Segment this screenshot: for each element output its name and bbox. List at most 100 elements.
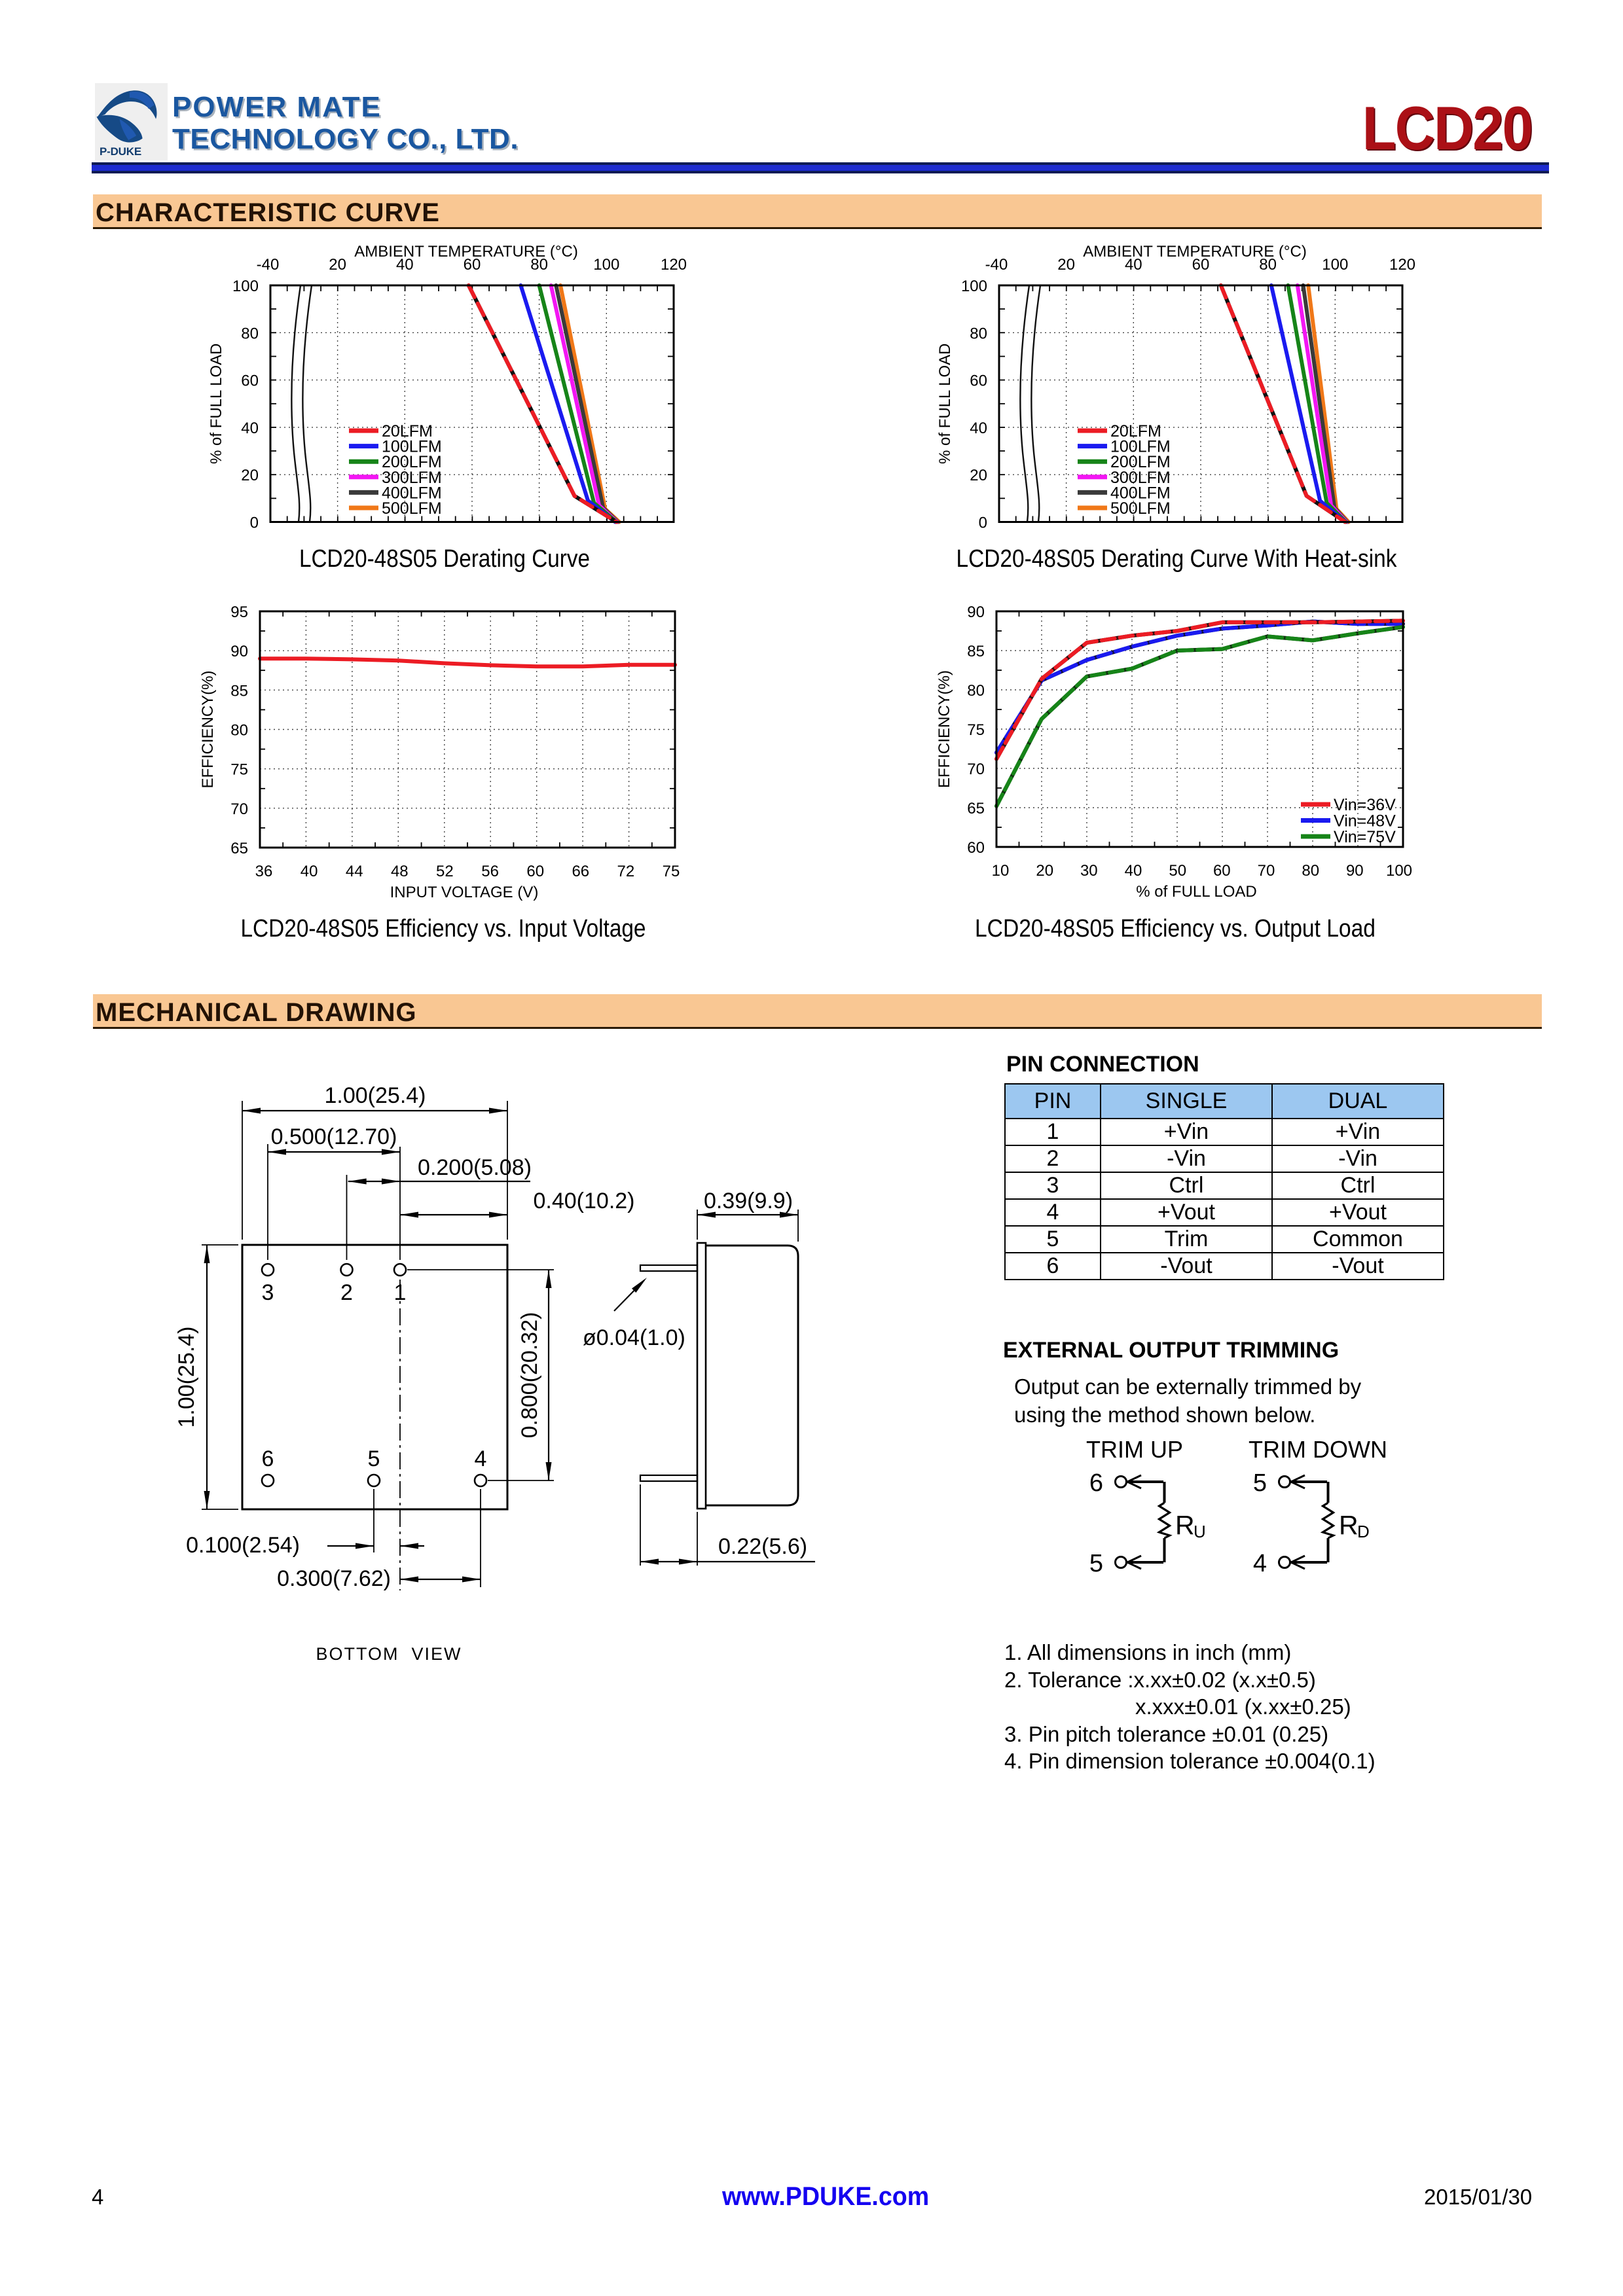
svg-text:66: 66 [572, 863, 589, 880]
svg-text:U: U [1194, 1522, 1206, 1541]
svg-text:80: 80 [241, 325, 259, 342]
svg-text:LCD20-48S05 Efficiency vs. Out: LCD20-48S05 Efficiency vs. Output Load [975, 915, 1376, 942]
svg-text:100: 100 [1386, 862, 1412, 880]
svg-text:500LFM: 500LFM [1110, 499, 1171, 518]
svg-text:80: 80 [970, 325, 987, 342]
svg-text:100LFM: 100LFM [1110, 438, 1171, 456]
svg-text:0.500(12.70): 0.500(12.70) [271, 1124, 397, 1149]
svg-text:75: 75 [230, 761, 248, 779]
svg-text:0.300(7.62): 0.300(7.62) [277, 1566, 391, 1591]
svg-text:100: 100 [232, 278, 259, 295]
svg-text:40: 40 [396, 256, 414, 274]
svg-text:2: 2 [340, 1280, 353, 1305]
svg-text:95: 95 [230, 603, 248, 621]
svg-text:80: 80 [1259, 256, 1277, 274]
svg-text:60: 60 [241, 372, 259, 390]
svg-text:52: 52 [436, 863, 454, 880]
svg-text:20: 20 [329, 256, 346, 274]
svg-text:90: 90 [967, 603, 985, 621]
svg-text:% of FULL LOAD: % of FULL LOAD [936, 343, 954, 464]
svg-text:80: 80 [230, 722, 248, 740]
svg-text:10: 10 [992, 862, 1010, 880]
svg-text:TRIM UP: TRIM UP [1086, 1436, 1183, 1463]
svg-text:120: 120 [661, 256, 687, 274]
svg-text:5: 5 [368, 1446, 380, 1471]
svg-text:4: 4 [475, 1446, 487, 1471]
svg-text:Vin=36V: Vin=36V [1334, 796, 1396, 814]
svg-text:40: 40 [1125, 862, 1142, 880]
svg-text:0.800(20.32): 0.800(20.32) [517, 1312, 542, 1439]
svg-text:60: 60 [1213, 862, 1231, 880]
svg-text:30: 30 [1080, 862, 1098, 880]
svg-text:Vin=75V: Vin=75V [1334, 828, 1396, 846]
svg-text:AMBIENT TEMPERATURE (°C): AMBIENT TEMPERATURE (°C) [1083, 243, 1307, 260]
svg-text:50: 50 [1169, 862, 1186, 880]
svg-text:20LFM: 20LFM [382, 422, 433, 440]
svg-text:100: 100 [1322, 256, 1348, 274]
svg-text:44: 44 [346, 863, 363, 880]
svg-text:6: 6 [1089, 1469, 1103, 1497]
svg-text:4: 4 [1253, 1550, 1267, 1577]
svg-text:80: 80 [530, 256, 548, 274]
svg-text:40: 40 [970, 420, 987, 437]
svg-text:R: R [1175, 1510, 1195, 1540]
svg-text:EFFICIENCY(%): EFFICIENCY(%) [199, 671, 217, 789]
svg-text:100: 100 [961, 278, 987, 295]
svg-text:65: 65 [967, 800, 985, 817]
svg-text:0.200(5.08): 0.200(5.08) [418, 1155, 532, 1180]
svg-text:56: 56 [481, 863, 499, 880]
svg-text:% of FULL LOAD: % of FULL LOAD [208, 343, 225, 464]
svg-text:Vin=48V: Vin=48V [1334, 812, 1396, 831]
svg-text:20: 20 [1057, 256, 1075, 274]
svg-text:60: 60 [1192, 256, 1210, 274]
svg-text:100LFM: 100LFM [382, 438, 442, 456]
svg-text:85: 85 [967, 643, 985, 660]
svg-text:120: 120 [1389, 256, 1415, 274]
svg-text:60: 60 [967, 839, 985, 857]
svg-text:90: 90 [1346, 862, 1364, 880]
svg-text:200LFM: 200LFM [382, 453, 442, 471]
svg-text:85: 85 [230, 682, 248, 700]
svg-text:INPUT VOLTAGE (V): INPUT VOLTAGE (V) [390, 884, 539, 901]
svg-text:0.39(9.9): 0.39(9.9) [704, 1189, 793, 1213]
svg-text:70: 70 [967, 761, 985, 778]
svg-text:AMBIENT TEMPERATURE (°C): AMBIENT TEMPERATURE (°C) [354, 243, 578, 260]
svg-text:LCD20-48S05 Efficiency vs. Inp: LCD20-48S05 Efficiency vs. Input Voltage [241, 915, 646, 942]
svg-text:400LFM: 400LFM [1110, 484, 1171, 502]
svg-text:R: R [1339, 1510, 1359, 1540]
svg-text:70: 70 [1258, 862, 1275, 880]
svg-text:0.40(10.2): 0.40(10.2) [534, 1189, 635, 1213]
svg-text:36: 36 [255, 863, 273, 880]
svg-text:6: 6 [262, 1446, 274, 1471]
svg-text:400LFM: 400LFM [382, 484, 442, 502]
svg-text:20LFM: 20LFM [1110, 422, 1161, 440]
svg-text:500LFM: 500LFM [382, 499, 442, 518]
svg-text:-40: -40 [985, 256, 1008, 274]
svg-text:40: 40 [301, 863, 318, 880]
svg-text:60: 60 [464, 256, 481, 274]
svg-text:70: 70 [230, 800, 248, 818]
svg-text:5: 5 [1253, 1469, 1267, 1497]
svg-text:LCD20-48S05 Derating Curve: LCD20-48S05 Derating Curve [299, 545, 590, 573]
svg-text:80: 80 [967, 682, 985, 700]
svg-text:5: 5 [1089, 1550, 1103, 1577]
svg-text:0.22(5.6): 0.22(5.6) [718, 1534, 807, 1559]
svg-text:3: 3 [262, 1280, 274, 1305]
svg-text:EFFICIENCY(%): EFFICIENCY(%) [936, 670, 953, 788]
svg-text:BOTTOM VIEW: BOTTOM VIEW [316, 1644, 462, 1664]
svg-text:TRIM DOWN: TRIM DOWN [1249, 1436, 1387, 1463]
svg-text:0: 0 [250, 514, 259, 532]
svg-text:60: 60 [970, 372, 987, 390]
svg-text:20: 20 [970, 467, 987, 484]
svg-text:48: 48 [391, 863, 409, 880]
svg-text:90: 90 [230, 643, 248, 660]
svg-text:-40: -40 [257, 256, 280, 274]
svg-text:65: 65 [230, 840, 248, 857]
svg-text:40: 40 [241, 420, 259, 437]
svg-text:40: 40 [1125, 256, 1142, 274]
svg-text:20: 20 [1036, 862, 1053, 880]
svg-text:80: 80 [1302, 862, 1319, 880]
svg-text:72: 72 [617, 863, 635, 880]
svg-text:75: 75 [967, 721, 985, 739]
svg-text:20: 20 [241, 467, 259, 484]
